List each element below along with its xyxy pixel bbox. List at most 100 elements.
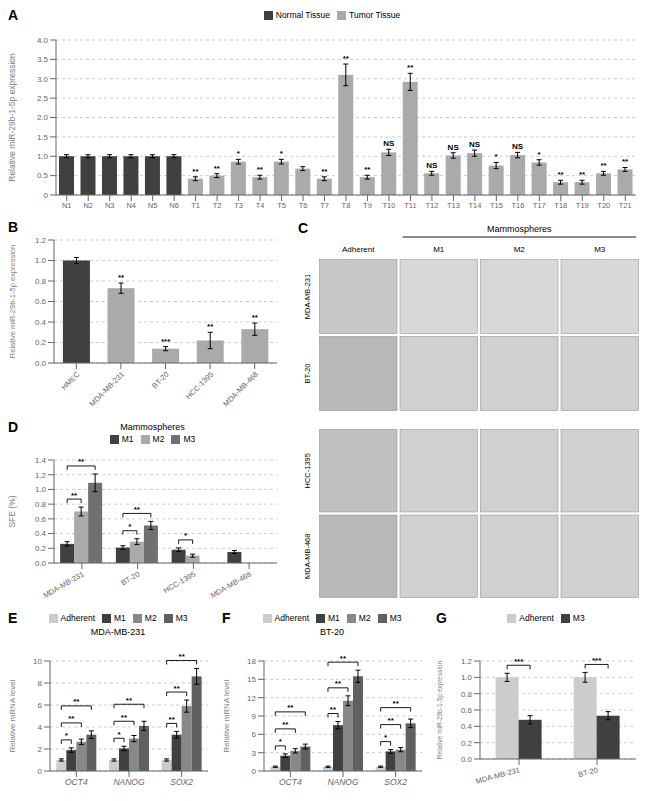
svg-text:0.2: 0.2: [35, 544, 47, 553]
svg-text:NS: NS: [383, 139, 395, 148]
svg-text:HCC-1395: HCC-1395: [162, 570, 197, 596]
svg-text:10: 10: [33, 657, 42, 666]
svg-text:1.0: 1.0: [37, 152, 49, 161]
svg-text:MDA-MB-231: MDA-MB-231: [88, 370, 126, 408]
svg-text:1.5: 1.5: [37, 133, 49, 142]
svg-text:T17: T17: [533, 201, 546, 210]
svg-text:MDA-MB-231: MDA-MB-231: [475, 765, 521, 785]
svg-text:**: **: [257, 165, 264, 174]
svg-text:N2: N2: [83, 201, 93, 210]
svg-text:3: 3: [252, 749, 257, 758]
svg-text:Adherent: Adherent: [342, 245, 375, 254]
svg-text:1.4: 1.4: [35, 456, 47, 465]
svg-text:***: ***: [592, 656, 602, 665]
svg-text:**: **: [134, 505, 141, 514]
svg-text:15: 15: [247, 675, 256, 684]
svg-text:*: *: [184, 531, 188, 540]
svg-text:0.8: 0.8: [35, 500, 47, 509]
svg-text:4: 4: [38, 723, 43, 732]
svg-text:N4: N4: [126, 201, 136, 210]
svg-text:***: ***: [514, 657, 524, 666]
svg-text:T16: T16: [511, 201, 524, 210]
svg-text:MDA-MB-468: MDA-MB-468: [221, 370, 259, 408]
svg-text:HMEC: HMEC: [59, 369, 81, 391]
svg-text:1.0: 1.0: [35, 485, 47, 494]
svg-text:0.4: 0.4: [461, 722, 473, 731]
svg-text:NS: NS: [469, 140, 481, 149]
svg-text:T4: T4: [256, 201, 265, 210]
svg-text:HCC-1395: HCC-1395: [303, 453, 312, 488]
svg-text:0.0: 0.0: [35, 359, 47, 368]
svg-text:T9: T9: [363, 201, 372, 210]
svg-text:Mammospheres: Mammospheres: [487, 224, 552, 234]
svg-text:M2: M2: [514, 245, 526, 254]
svg-text:T18: T18: [554, 201, 567, 210]
svg-text:0.8: 0.8: [461, 690, 473, 699]
svg-text:**: **: [121, 713, 128, 722]
svg-text:T12: T12: [425, 201, 438, 210]
svg-text:Relative miR-29b-1-5p expressi: Relative miR-29b-1-5p expression: [436, 660, 444, 759]
svg-text:MDA-MB-468: MDA-MB-468: [209, 570, 253, 601]
svg-text:BT-20: BT-20: [303, 363, 312, 383]
svg-text:1.0: 1.0: [35, 256, 47, 265]
svg-text:N6: N6: [169, 201, 179, 210]
svg-text:SOX2: SOX2: [384, 777, 407, 787]
svg-text:*: *: [65, 731, 69, 740]
svg-text:MDA-MB-468: MDA-MB-468: [303, 534, 312, 579]
svg-text:0: 0: [252, 767, 257, 776]
svg-text:0.2: 0.2: [461, 739, 473, 748]
svg-text:OCT4: OCT4: [65, 777, 88, 787]
svg-text:T2: T2: [213, 201, 222, 210]
svg-text:**: **: [71, 491, 78, 500]
svg-text:NS: NS: [426, 161, 438, 170]
svg-text:2.0: 2.0: [37, 113, 49, 122]
svg-text:*: *: [128, 522, 132, 531]
svg-text:NANOG: NANOG: [327, 777, 359, 787]
svg-text:SOX2: SOX2: [170, 777, 193, 787]
svg-text:T3: T3: [234, 201, 243, 210]
svg-text:0.6: 0.6: [35, 297, 47, 306]
svg-text:6: 6: [252, 730, 257, 739]
svg-text:1.2: 1.2: [35, 236, 47, 245]
svg-text:**: **: [335, 679, 342, 688]
svg-text:**: **: [407, 63, 414, 72]
svg-text:N1: N1: [62, 201, 72, 210]
svg-text:**: **: [118, 273, 125, 282]
svg-text:**: **: [174, 684, 181, 693]
svg-text:0.4: 0.4: [35, 529, 47, 538]
svg-text:T13: T13: [447, 201, 460, 210]
svg-text:*: *: [279, 737, 283, 746]
svg-text:**: **: [169, 715, 176, 724]
svg-text:**: **: [252, 313, 259, 322]
svg-text:Relative miR-29b-1-5p expressi: Relative miR-29b-1-5p expression: [8, 53, 17, 182]
svg-text:T5: T5: [277, 201, 286, 210]
svg-text:**: **: [340, 654, 347, 663]
svg-text:**: **: [579, 170, 586, 179]
svg-text:0.8: 0.8: [35, 277, 47, 286]
svg-text:NANOG: NANOG: [113, 777, 145, 787]
svg-text:3.5: 3.5: [37, 55, 49, 64]
svg-text:OCT4: OCT4: [279, 777, 302, 787]
svg-text:*: *: [384, 733, 388, 742]
svg-text:**: **: [622, 157, 629, 166]
svg-text:C: C: [298, 220, 308, 236]
svg-text:T11: T11: [404, 201, 416, 210]
svg-text:0.0: 0.0: [35, 559, 47, 568]
svg-text:*: *: [117, 730, 121, 739]
svg-text:**: **: [600, 161, 607, 170]
svg-text:9: 9: [252, 712, 257, 721]
svg-text:T1: T1: [191, 201, 200, 210]
svg-text:N5: N5: [148, 201, 158, 210]
svg-text:T20: T20: [597, 201, 610, 210]
svg-text:T10: T10: [382, 201, 395, 210]
svg-text:8: 8: [38, 679, 43, 688]
svg-text:T8: T8: [342, 201, 351, 210]
svg-text:Relative mRNA level: Relative mRNA level: [222, 679, 231, 752]
svg-text:**: **: [192, 167, 199, 176]
svg-text:**: **: [179, 652, 186, 661]
svg-text:**: **: [287, 703, 294, 712]
svg-text:T19: T19: [576, 201, 589, 210]
svg-text:Relative mRNA level: Relative mRNA level: [8, 679, 17, 752]
svg-text:BT-20: BT-20: [150, 370, 171, 391]
svg-text:0: 0: [38, 767, 43, 776]
